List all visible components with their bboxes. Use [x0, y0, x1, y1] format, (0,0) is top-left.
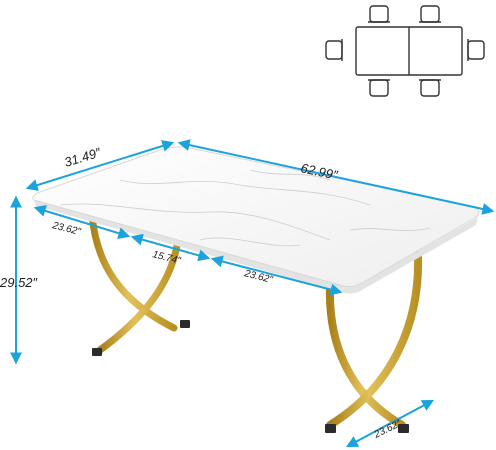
length-dimension-line	[177, 139, 495, 215]
chair-icon	[467, 39, 485, 61]
height-label: 29.52″	[0, 275, 38, 290]
table-seating-six-chairs-icon	[325, 5, 485, 97]
leg-to-edge-dimension-line	[210, 255, 343, 296]
chair-icon	[419, 79, 441, 97]
edge-to-leg-label: 23.62″	[50, 220, 82, 238]
chair-icon	[325, 39, 343, 61]
leg-base-label: 23.62″	[372, 418, 404, 441]
dimension-lines	[10, 139, 495, 448]
edge-to-leg-dimension-line	[33, 205, 131, 239]
leg-gap-dimension-line	[130, 233, 211, 262]
leg-base-dimension-line	[345, 399, 435, 448]
chair-icon	[419, 5, 441, 23]
chair-icon	[368, 79, 390, 97]
chair-icon	[368, 5, 390, 23]
depth-dimension-line	[25, 140, 175, 191]
